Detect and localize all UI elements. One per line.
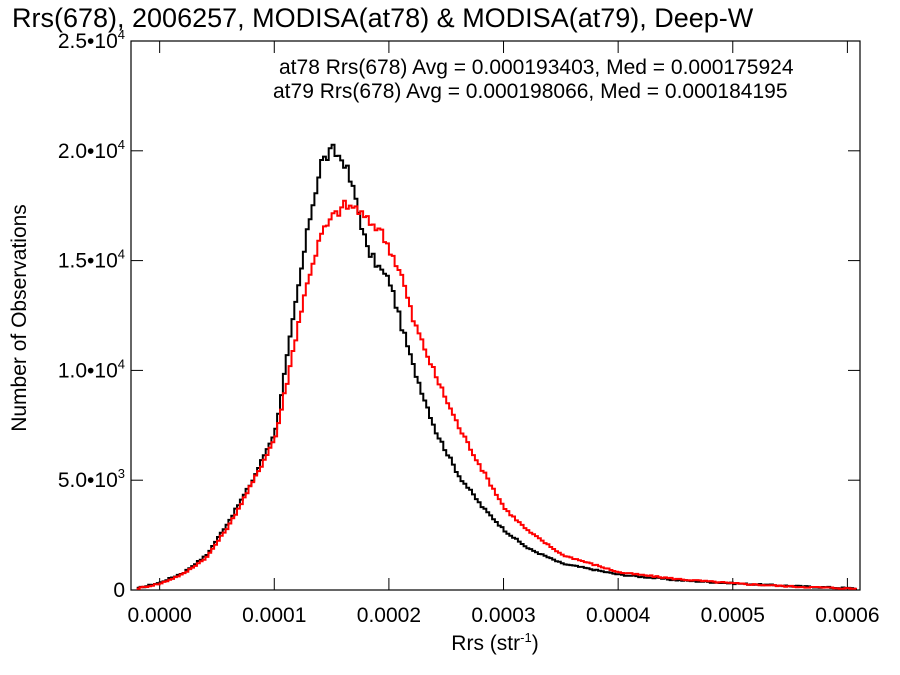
x-axis-label: Rrs (str-1) bbox=[451, 630, 538, 655]
x-axis-label-exponent: -1 bbox=[520, 630, 532, 645]
x-axis: 0.0000 0.0001 0.0002 0.0003 0.0004 0.0005 0.00… bbox=[128, 41, 880, 627]
y-tick-label: 1.5•104 bbox=[58, 247, 125, 273]
x-tick-label: 0.0006 bbox=[815, 604, 879, 627]
plot-frame bbox=[130, 40, 861, 591]
histogram-series-0 bbox=[136, 143, 857, 590]
y-tick-label: 1.0•104 bbox=[58, 356, 125, 382]
x-tick-label: 0.0005 bbox=[701, 604, 765, 627]
y-tick-label: 5.0•103 bbox=[58, 466, 125, 492]
annotation-at78: at78 Rrs(678) Avg = 0.000193403, Med = 0… bbox=[279, 56, 794, 79]
x-axis-label-end: ) bbox=[532, 632, 539, 655]
y-tick-label: 2.5•104 bbox=[58, 27, 125, 53]
y-tick-label: 0 bbox=[113, 579, 125, 602]
chart-title: Rrs(678), 2006257, MODISA(at78) & MODISA… bbox=[12, 3, 754, 33]
x-tick-label: 0.0004 bbox=[586, 604, 651, 627]
x-tick-label: 0.0001 bbox=[242, 604, 306, 627]
series-layer bbox=[136, 143, 857, 590]
x-tick-label: 0.0000 bbox=[128, 604, 192, 627]
x-tick-label: 0.0002 bbox=[357, 604, 421, 627]
x-axis-label-main: Rrs (str bbox=[451, 632, 520, 655]
y-tick-label: 2.0•104 bbox=[58, 137, 125, 163]
annotation-at79: at79 Rrs(678) Avg = 0.000198066, Med = 0… bbox=[273, 80, 788, 103]
x-tick-label: 0.0003 bbox=[471, 604, 535, 627]
y-axis: 0 5.0•103 1.0•104 1.5•104 2.0•104 2.5•104 bbox=[58, 27, 860, 602]
histogram-series-1 bbox=[136, 199, 857, 590]
y-axis-label: Number of Observations bbox=[8, 204, 31, 432]
